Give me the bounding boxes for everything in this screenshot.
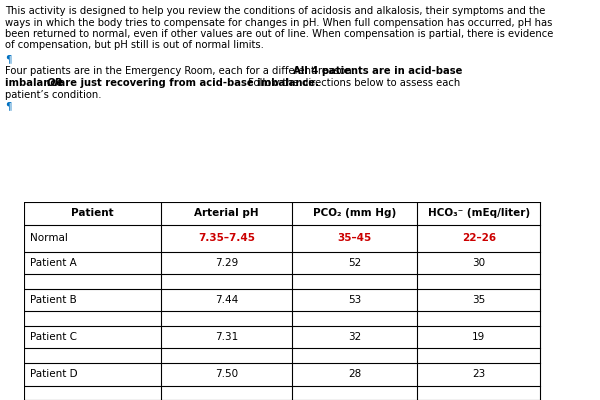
- Text: Follow the directions below to assess each: Follow the directions below to assess ea…: [245, 78, 460, 88]
- Text: PCO₂ (mm Hg): PCO₂ (mm Hg): [313, 208, 396, 218]
- Text: Normal: Normal: [29, 233, 67, 243]
- Text: 35–45: 35–45: [337, 233, 372, 243]
- Text: Patient C: Patient C: [29, 332, 77, 342]
- Text: Patient D: Patient D: [29, 369, 77, 379]
- Text: 7.50: 7.50: [215, 369, 238, 379]
- Text: of compensation, but pH still is out of normal limits.: of compensation, but pH still is out of …: [5, 40, 264, 50]
- Text: 53: 53: [348, 295, 361, 305]
- Text: Arterial pH: Arterial pH: [194, 208, 259, 218]
- Text: 23: 23: [472, 369, 485, 379]
- Text: Patient B: Patient B: [29, 295, 76, 305]
- Text: ways in which the body tries to compensate for changes in pH. When full compensa: ways in which the body tries to compensa…: [5, 18, 553, 28]
- Text: 30: 30: [472, 258, 485, 268]
- Text: 7.35–7.45: 7.35–7.45: [198, 233, 255, 243]
- Text: been returned to normal, even if other values are out of line. When compensation: been returned to normal, even if other v…: [5, 29, 553, 39]
- Text: imbalance: imbalance: [5, 78, 67, 88]
- Text: 19: 19: [472, 332, 485, 342]
- Text: Patient: Patient: [71, 208, 113, 218]
- Text: ¶: ¶: [5, 54, 11, 64]
- Text: 28: 28: [348, 369, 361, 379]
- Text: OR: OR: [46, 78, 62, 88]
- Text: 7.44: 7.44: [215, 295, 238, 305]
- Text: All 4 patients are in acid-base: All 4 patients are in acid-base: [293, 66, 463, 76]
- Text: HCO₃⁻ (mEq/liter): HCO₃⁻ (mEq/liter): [428, 208, 530, 218]
- Text: This activity is designed to help you review the conditions of acidosis and alka: This activity is designed to help you re…: [5, 6, 545, 16]
- Text: are just recovering from acid-base imbalance.: are just recovering from acid-base imbal…: [55, 78, 319, 88]
- Text: 35: 35: [472, 295, 485, 305]
- Text: ¶: ¶: [5, 101, 11, 111]
- Text: 52: 52: [348, 258, 361, 268]
- Text: 32: 32: [348, 332, 361, 342]
- Text: 22–26: 22–26: [462, 233, 496, 243]
- Text: patient’s condition.: patient’s condition.: [5, 90, 101, 100]
- Text: Patient A: Patient A: [29, 258, 76, 268]
- Text: 7.29: 7.29: [215, 258, 238, 268]
- Text: 7.31: 7.31: [215, 332, 238, 342]
- Text: Four patients are in the Emergency Room, each for a different reason.: Four patients are in the Emergency Room,…: [5, 66, 358, 76]
